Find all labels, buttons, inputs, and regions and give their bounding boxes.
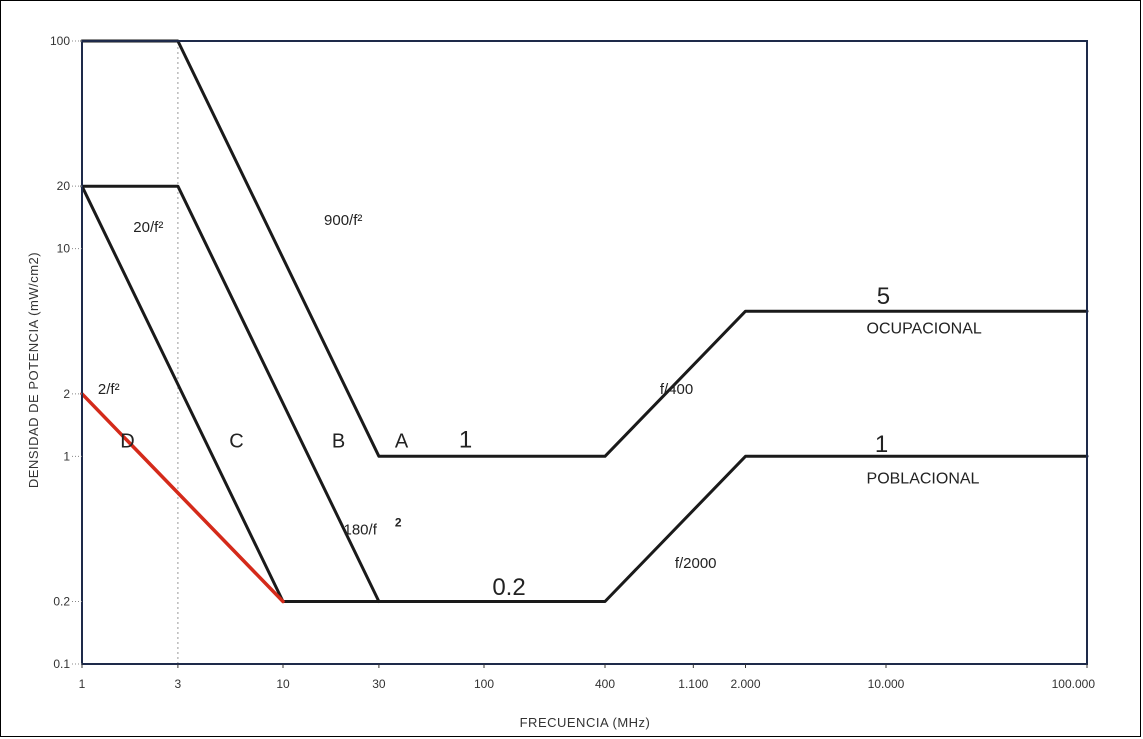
x-tick-label: 30 (372, 677, 386, 691)
annotation-labels: 900/f² 20/f² 2/f² D C B A 1 180/f 2 0.2 f/400 f/2000… (98, 212, 982, 601)
series-line-c (82, 186, 1087, 601)
x-tick-label: 10.000 (868, 677, 905, 691)
x-tick-label: 3 (175, 677, 182, 691)
axes-frame (82, 41, 1087, 664)
annotation-label: 0.2 (492, 574, 525, 601)
annotation-label: OCUPACIONAL (867, 321, 982, 338)
annotation-label: C (229, 431, 243, 453)
annotation-label: 180/f (344, 522, 378, 539)
x-tick-label: 100.000 (1052, 677, 1096, 691)
annotation-label: POBLACIONAL (867, 470, 980, 487)
annotation-label: 900/f² (324, 212, 362, 229)
y-tick-label: 1 (63, 449, 70, 463)
series-line-b (82, 186, 379, 601)
x-tick-label: 10 (276, 677, 290, 691)
y-tick-label: 100 (50, 34, 70, 48)
y-tick-label: 0.1 (53, 657, 70, 671)
x-tick-label: 1 (79, 677, 86, 691)
x-tick-label: 1.100 (678, 677, 708, 691)
x-tick-label: 400 (595, 677, 615, 691)
plot-area-border (82, 41, 1087, 664)
annotation-label: 1 (875, 431, 888, 458)
annotation-label: f/2000 (675, 555, 717, 572)
annotation-label: D (120, 431, 134, 453)
series-line-d (82, 394, 283, 602)
y-tick-label: 10 (57, 242, 71, 256)
x-tick-label: 100 (474, 677, 494, 691)
annotation-label: 2/f² (98, 381, 120, 398)
series-line-a (82, 41, 1087, 456)
x-tick-labels: 1 3 10 30 100 400 1.100 2.000 10.000 100.000 (79, 664, 1096, 691)
annotation-label: 5 (877, 283, 890, 310)
x-tick-label: 2.000 (730, 677, 760, 691)
y-tick-label: 2 (63, 387, 70, 401)
y-axis-label: DENSIDAD DE POTENCIA (mW/cm2) (26, 252, 41, 488)
annotation-label: B (332, 431, 345, 453)
annotation-label: 1 (459, 427, 472, 454)
annotation-label: A (395, 431, 409, 453)
annotation-label: f/400 (660, 381, 693, 398)
annotation-label: 20/f² (133, 219, 163, 236)
x-axis-label: FRECUENCIA (MHz) (520, 715, 651, 730)
y-tick-labels: 0.1 0.2 1 2 10 20 100 (50, 34, 82, 671)
y-tick-label: 0.2 (53, 594, 70, 608)
y-tick-label: 20 (57, 179, 71, 193)
annotation-label: 2 (395, 515, 402, 529)
